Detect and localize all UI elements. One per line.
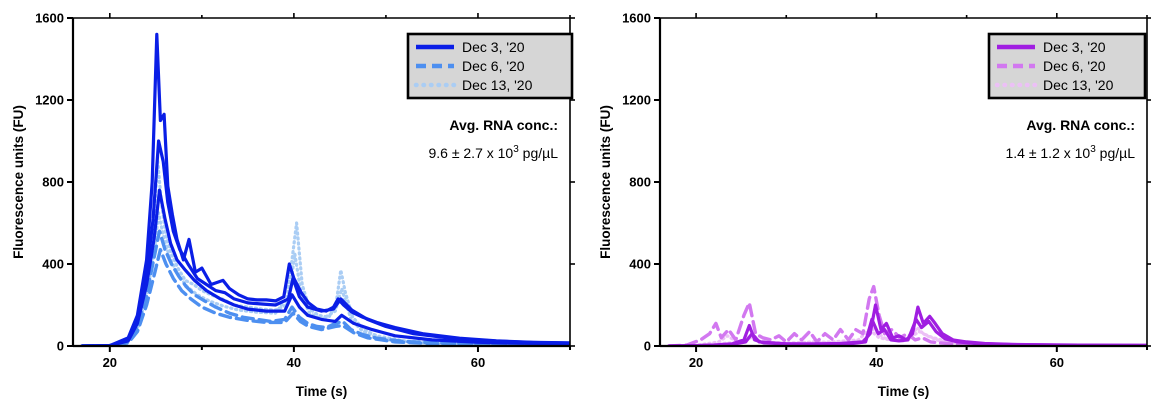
y-tick-label: 1200 (622, 93, 651, 108)
y-tick-label: 1600 (622, 11, 651, 26)
y-tick-label: 400 (42, 257, 64, 272)
annotation-value: 1.4 ± 1.2 x 103 pg/µL (1005, 144, 1135, 161)
annotation-exponent: 3 (513, 144, 519, 155)
annotation-exponent: 3 (1090, 144, 1096, 155)
chart-panel-2: 0 400 800 1200 1600 20 40 60 Time (s) Fluorescenc… (598, 11, 1151, 399)
y-tick-label: 400 (629, 257, 651, 272)
x-tick-label: 20 (103, 355, 117, 370)
y-tick-label: 800 (629, 175, 651, 190)
chart-panel-1: 0 400 800 1200 1600 20 40 60 Time (s) Fluorescenc… (11, 11, 575, 399)
legend-label: Dec 6, '20 (462, 58, 525, 74)
annotation-unit: pg/µL (519, 145, 558, 161)
x-tick-label: 40 (869, 355, 883, 370)
y-axis-label: Fluorescence units (FU) (11, 105, 26, 259)
x-tick-label: 40 (287, 355, 301, 370)
y-tick-label: 1200 (35, 93, 64, 108)
series-line-5 (80, 247, 570, 346)
annotation-value-main: 9.6 ± 2.7 x 10 (428, 145, 513, 161)
y-tick-label: 0 (644, 339, 651, 354)
legend: Dec 3, '20 Dec 6, '20 Dec 13, '20 (987, 32, 1147, 100)
annotation-value: 9.6 ± 2.7 x 103 pg/µL (428, 144, 558, 161)
annotation-unit: pg/µL (1096, 145, 1135, 161)
x-axis-label: Time (s) (878, 384, 930, 399)
x-tick-label: 60 (1050, 355, 1064, 370)
x-tick-label: 20 (689, 355, 703, 370)
legend: Dec 3, '20 Dec 6, '20 Dec 13, '20 (406, 32, 574, 100)
series-line-1 (667, 303, 1147, 346)
x-tick-label: 60 (471, 355, 485, 370)
y-tick-label: 1600 (35, 11, 64, 26)
y-tick-label: 800 (42, 175, 64, 190)
plot-area (667, 284, 1147, 346)
series-line-3 (80, 188, 570, 346)
legend-label: Dec 3, '20 (462, 39, 525, 55)
legend-label: Dec 6, '20 (1043, 58, 1106, 74)
legend-label: Dec 13, '20 (462, 77, 533, 93)
legend-label: Dec 13, '20 (1043, 77, 1114, 93)
legend-label: Dec 3, '20 (1043, 39, 1106, 55)
annotation-value-main: 1.4 ± 1.2 x 10 (1005, 145, 1090, 161)
series-line-3 (667, 284, 1147, 346)
y-tick-label: 0 (57, 339, 64, 354)
x-axis-label: Time (s) (296, 384, 348, 399)
plot-area (80, 32, 570, 346)
annotation-title: Avg. RNA conc.: (449, 117, 558, 133)
y-axis-label: Fluorescence units (FU) (598, 105, 613, 259)
series-line-1 (80, 32, 570, 346)
annotation-title: Avg. RNA conc.: (1026, 117, 1135, 133)
series-line-4 (80, 229, 570, 346)
